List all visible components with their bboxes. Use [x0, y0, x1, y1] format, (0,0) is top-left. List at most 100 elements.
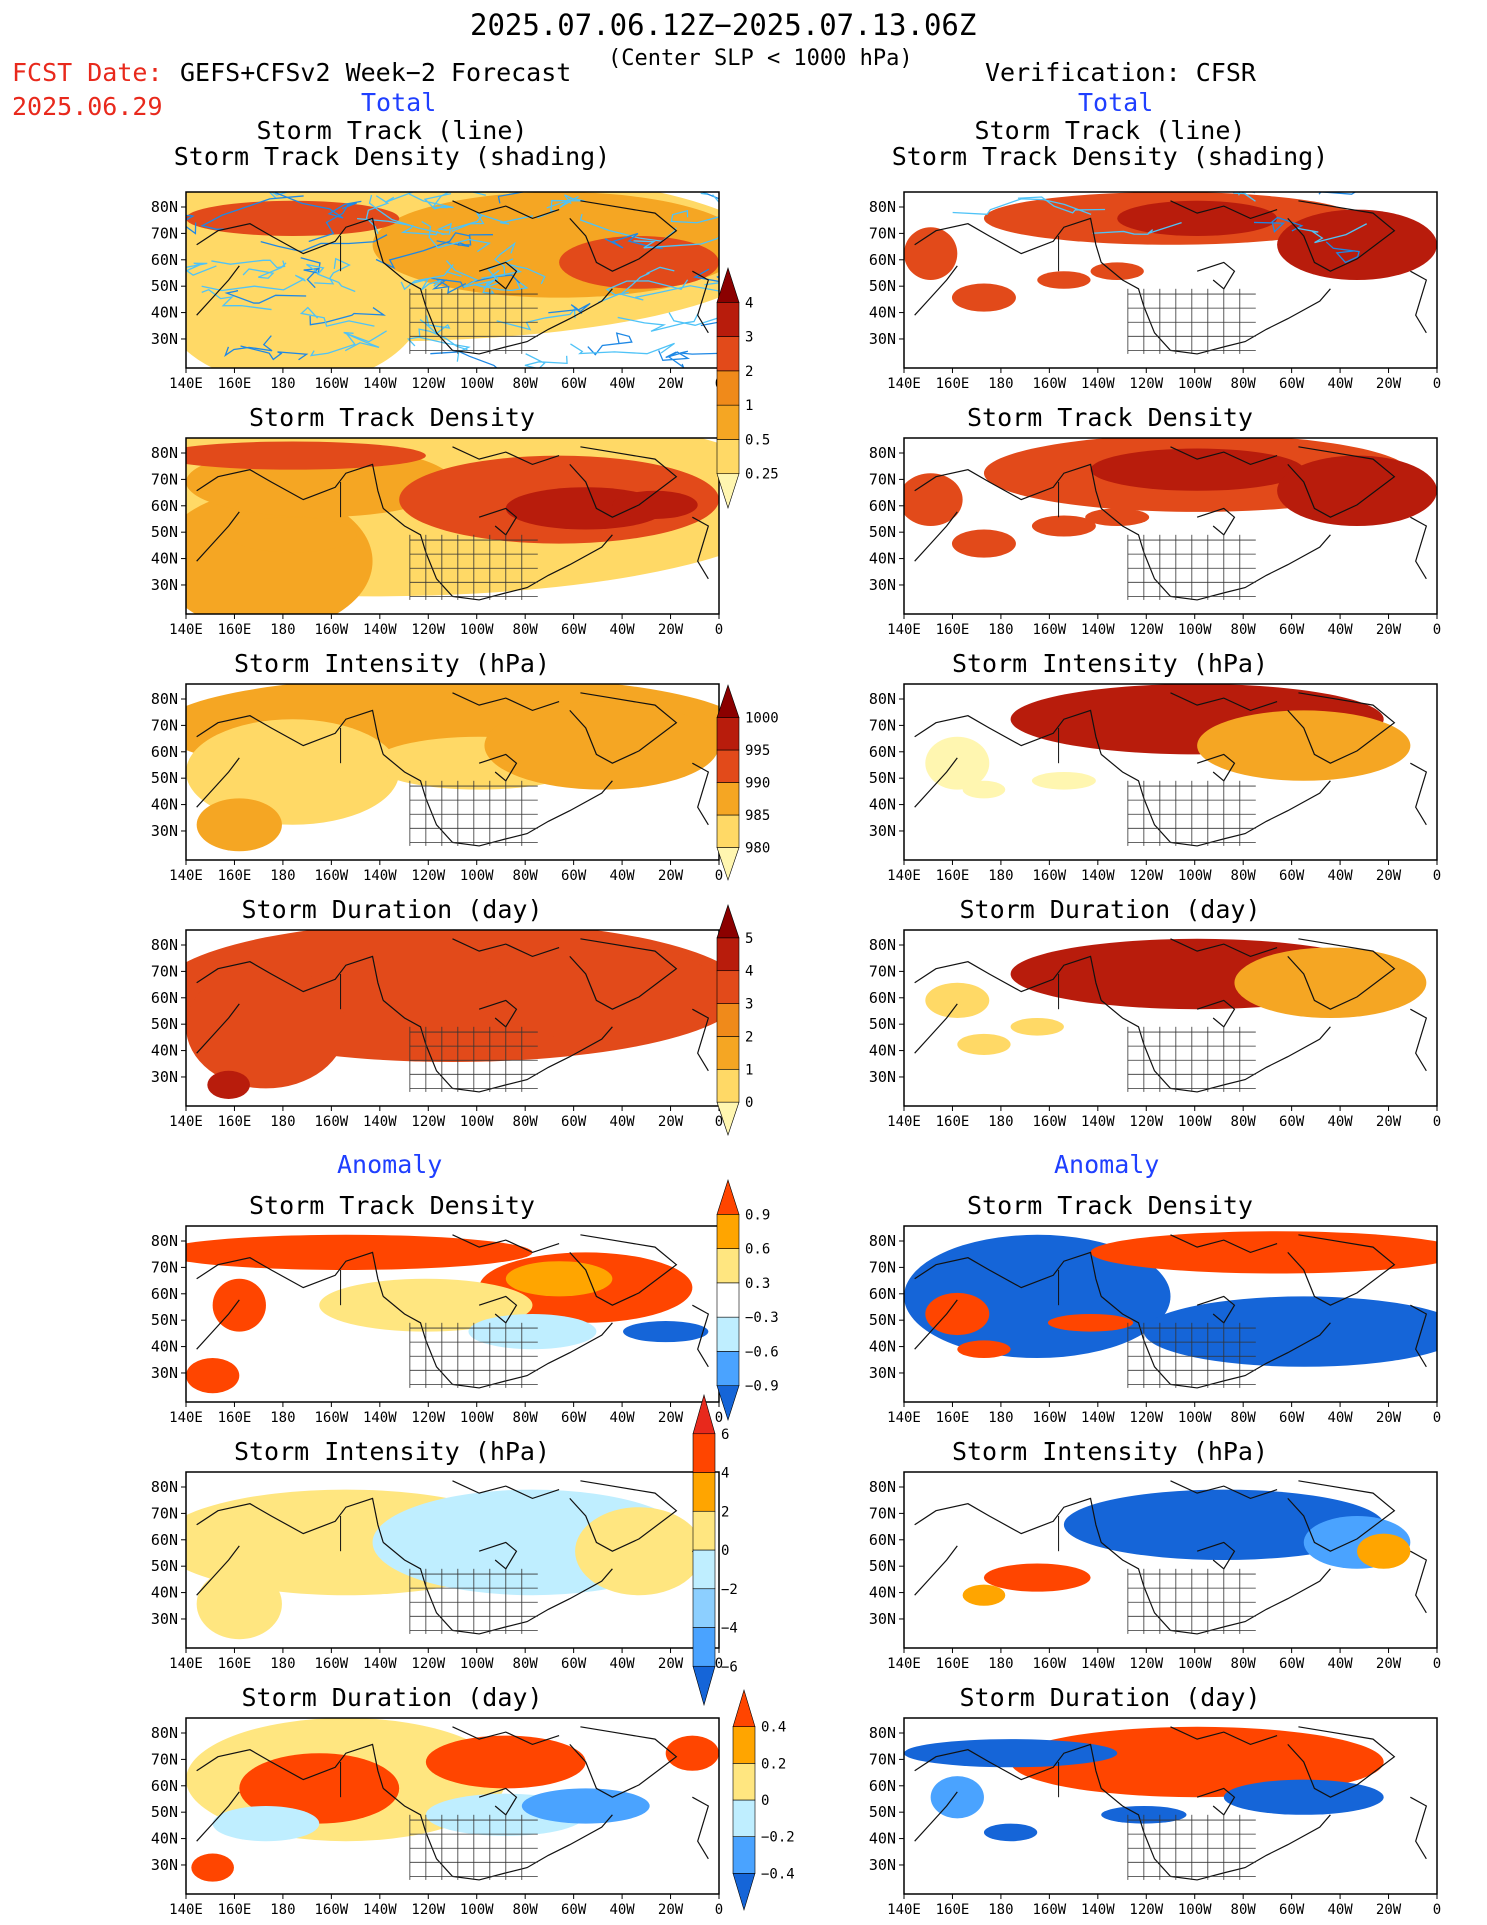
colorbar-label: 0.4 — [761, 1720, 786, 1736]
coastline — [1100, 1541, 1331, 1635]
storm-track-line — [570, 342, 675, 355]
colorbar-label: 4 — [745, 295, 753, 311]
colorbar-swatch — [716, 1316, 740, 1352]
coastline — [1170, 1480, 1278, 1500]
coastline — [196, 709, 384, 755]
lon-tick-label: 140W — [1081, 1902, 1115, 1918]
lon-tick-label: 160E — [936, 1656, 970, 1672]
colorbar-label: 2 — [721, 1504, 729, 1520]
verification-label: Verification: CFSR — [985, 58, 1256, 87]
map-panel-r6: 80N 70N 60N 50N 40N 30N 140E 160E 180 160W 140W 120… — [844, 1717, 1447, 1924]
lon-tick-label: 100W — [1178, 1114, 1212, 1130]
lon-tick-label: 40W — [1327, 622, 1353, 638]
colorbar-swatch — [716, 439, 740, 475]
lon-tick-label: 20W — [658, 868, 684, 884]
lon-tick-label: 140W — [363, 1114, 397, 1130]
lon-tick-label: 80W — [513, 1902, 539, 1918]
lat-tick-label: 70N — [869, 1258, 896, 1276]
coastline — [1170, 1234, 1278, 1254]
lon-tick-label: 60W — [1279, 376, 1305, 392]
storm-track-line — [658, 350, 691, 368]
lat-tick-label: 30N — [151, 576, 178, 594]
shading-area — [612, 490, 698, 519]
colorbar-swatch — [692, 1393, 716, 1435]
shading-area — [925, 1292, 990, 1336]
panel-title: Storm Duration (day) — [959, 1683, 1261, 1712]
lon-tick-label: 120W — [1129, 1656, 1163, 1672]
panel-title: Storm Track (line) — [256, 116, 528, 145]
storm-track-line — [617, 313, 699, 332]
lon-tick-label: 160E — [936, 1902, 970, 1918]
coastline — [196, 1743, 384, 1789]
coastline — [1287, 692, 1396, 764]
lon-tick-label: 140E — [887, 1410, 921, 1426]
shading-area — [186, 719, 400, 825]
colorbar-swatch — [716, 749, 740, 783]
lon-tick-label: 160W — [315, 1114, 349, 1130]
lon-tick-label: 120W — [411, 868, 445, 884]
lat-tick-label: 80N — [869, 1724, 896, 1742]
lon-tick-label: 180 — [270, 376, 295, 392]
map-panel-l2: 80N 70N 60N 50N 40N 30N 140E 160E 180 160W 140W 120… — [126, 683, 729, 890]
lon-tick-label: 160E — [936, 868, 970, 884]
panel-title: Storm Track Density — [967, 1191, 1253, 1220]
map-panel-r3: 80N 70N 60N 50N 40N 30N 140E 160E 180 160W 140W 120… — [844, 929, 1447, 1136]
panel-title: Storm Intensity (hPa) — [233, 649, 551, 678]
colorbar-swatch — [716, 1248, 740, 1284]
lat-tick-label: 40N — [869, 1830, 896, 1848]
storm-track-line — [343, 331, 380, 352]
shading-area — [1197, 710, 1411, 781]
coastline — [382, 261, 613, 355]
lon-tick-label: 80W — [1231, 622, 1257, 638]
lon-tick-label: 40W — [609, 376, 635, 392]
storm-track-line — [407, 336, 471, 362]
shading-area — [186, 1234, 533, 1270]
storm-track-line — [211, 259, 286, 269]
lon-tick-label: 160W — [1033, 1114, 1067, 1130]
storm-track-line — [1232, 192, 1256, 202]
lat-tick-label: 80N — [869, 198, 896, 216]
lat-tick-label: 60N — [151, 251, 178, 269]
colorbar-label: −2 — [721, 1582, 738, 1598]
coastline — [382, 1295, 613, 1389]
shading-area — [239, 1753, 400, 1824]
colorbar-label: 1 — [745, 1062, 753, 1078]
panel-title: Storm Track (line) — [974, 116, 1246, 145]
lat-tick-label: 30N — [151, 1856, 178, 1874]
panel-title: Storm Intensity (hPa) — [951, 649, 1269, 678]
lon-tick-label: 20W — [1376, 1410, 1402, 1426]
lat-tick-label: 70N — [151, 716, 178, 734]
colorbar-duration-anom: 0.4 0.2 0 −0.2 −0.4 — [732, 1688, 823, 1914]
coastline — [196, 1299, 240, 1350]
shading-area — [957, 1340, 1011, 1358]
colorbar-label: 2 — [745, 364, 753, 380]
lat-tick-label: 40N — [869, 1338, 896, 1356]
shading-area — [575, 1507, 704, 1596]
map-panel-l1: 80N 70N 60N 50N 40N 30N 140E 160E 180 160W 140W 120… — [126, 437, 729, 644]
coastline — [914, 709, 1102, 755]
lon-tick-label: 100W — [1178, 868, 1212, 884]
panel-title: Storm Intensity (hPa) — [233, 1437, 551, 1466]
coastline — [1100, 507, 1331, 601]
lon-tick-label: 80W — [513, 1656, 539, 1672]
lat-tick-label: 80N — [151, 1232, 178, 1250]
coastline — [692, 1796, 710, 1860]
shading-area — [1031, 772, 1096, 790]
shading-area — [1143, 1296, 1437, 1367]
colorbar-swatch — [692, 1665, 716, 1707]
lon-tick-label: 0 — [715, 1656, 723, 1672]
shading-area — [962, 1584, 1006, 1606]
lon-tick-label: 140W — [1081, 1410, 1115, 1426]
lon-tick-label: 140W — [363, 376, 397, 392]
shading-area — [1277, 455, 1437, 526]
lon-tick-label: 160E — [218, 376, 252, 392]
lon-tick-label: 120W — [411, 1114, 445, 1130]
map-panel-l5: 80N 70N 60N 50N 40N 30N 140E 160E 180 160W 140W 120… — [126, 1471, 729, 1678]
coastline — [914, 463, 1102, 509]
colorbar-swatch — [716, 782, 740, 816]
lon-tick-label: 160W — [1033, 868, 1067, 884]
lon-tick-label: 60W — [1279, 1114, 1305, 1130]
lat-tick-label: 80N — [151, 1724, 178, 1742]
shading-area — [983, 1563, 1091, 1592]
coastline — [1410, 516, 1428, 580]
